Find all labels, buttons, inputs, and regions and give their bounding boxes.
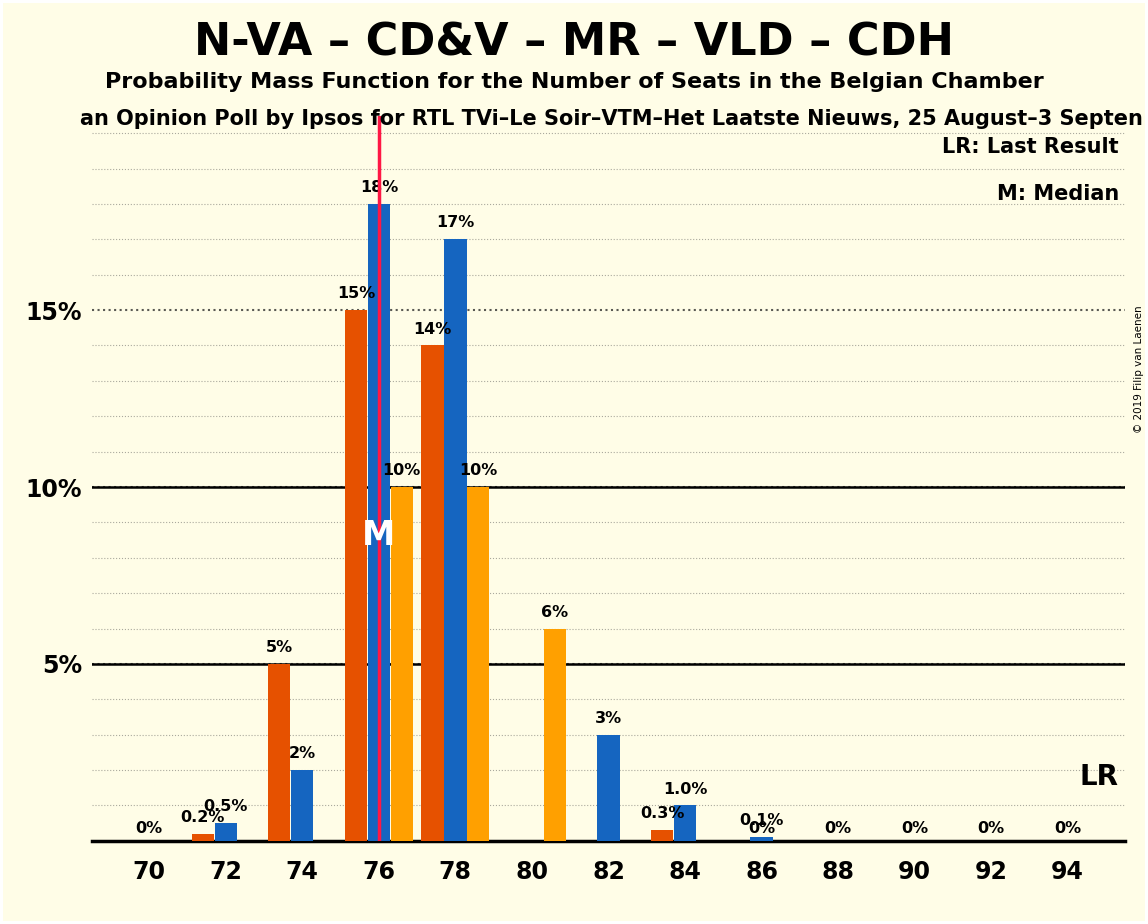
Text: 0.1%: 0.1% (739, 813, 784, 829)
Bar (390, 487, 413, 841)
Bar (344, 310, 367, 841)
Text: 0%: 0% (978, 821, 1004, 835)
Text: 0%: 0% (1054, 821, 1081, 835)
Text: 1.0%: 1.0% (662, 782, 707, 796)
Text: 17%: 17% (436, 215, 474, 230)
Text: 18%: 18% (359, 180, 398, 195)
Bar (192, 833, 214, 841)
Text: 3%: 3% (595, 711, 622, 726)
Bar (544, 628, 566, 841)
Text: 0%: 0% (748, 821, 775, 835)
Text: 10%: 10% (382, 463, 421, 479)
Text: N-VA – CD&V – MR – VLD – CDH: N-VA – CD&V – MR – VLD – CDH (194, 21, 954, 65)
Bar (444, 239, 466, 841)
Bar (467, 487, 489, 841)
Text: M: Median: M: Median (996, 185, 1119, 204)
Text: Probability Mass Function for the Number of Seats in the Belgian Chamber: Probability Mass Function for the Number… (104, 72, 1044, 92)
Bar (292, 770, 313, 841)
Bar (674, 806, 696, 841)
Text: M: M (363, 518, 395, 552)
Text: 15%: 15% (336, 286, 375, 301)
Bar (269, 664, 290, 841)
Text: 2%: 2% (289, 747, 316, 761)
Text: 10%: 10% (459, 463, 497, 479)
Bar (421, 346, 443, 841)
Text: 5%: 5% (266, 640, 293, 655)
Text: © 2019 Filip van Laenen: © 2019 Filip van Laenen (1134, 306, 1143, 433)
Text: 0.3%: 0.3% (639, 807, 684, 821)
Text: 0.2%: 0.2% (180, 810, 225, 825)
Text: LR: LR (1080, 763, 1119, 791)
Text: 6%: 6% (542, 604, 568, 620)
Text: LR: Last Result: LR: Last Result (943, 138, 1119, 157)
Text: 0%: 0% (135, 821, 163, 835)
Text: 0.5%: 0.5% (203, 799, 248, 814)
Bar (651, 831, 673, 841)
Bar (367, 204, 390, 841)
Text: an Opinion Poll by Ipsos for RTL TVi–Le Soir–VTM–Het Laatste Nieuws, 25 August–3: an Opinion Poll by Ipsos for RTL TVi–Le … (80, 109, 1143, 129)
Text: 0%: 0% (824, 821, 852, 835)
Bar (215, 823, 236, 841)
Text: 0%: 0% (901, 821, 928, 835)
Text: 14%: 14% (413, 322, 451, 336)
Bar (597, 735, 620, 841)
Bar (751, 837, 773, 841)
